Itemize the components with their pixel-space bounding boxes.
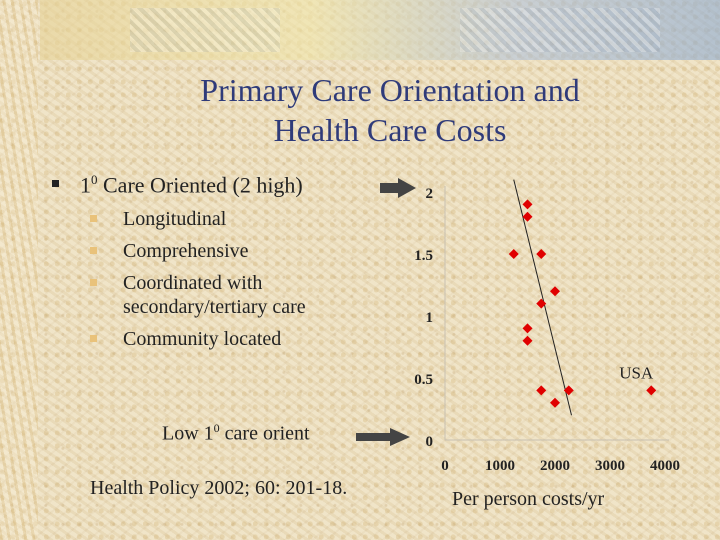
low-care-label: Low 10 care orient: [162, 421, 310, 446]
sub-bullet-item: Community located: [90, 327, 383, 351]
bullet-square-icon: [90, 335, 97, 342]
low-label-sup: 0: [213, 421, 220, 435]
bullet-square-icon: [90, 215, 97, 222]
low-label-pre: Low 1: [162, 422, 214, 445]
y-tick-label: 1: [426, 310, 434, 326]
sub-bullet-item: Coordinated with secondary/tertiary care: [90, 271, 383, 319]
bullet-square-icon: [52, 180, 59, 187]
sub-bullet-item: Comprehensive: [90, 239, 383, 263]
data-point: [508, 249, 519, 259]
main-bullet-sup: 0: [91, 172, 98, 187]
background-left-band: [0, 0, 38, 540]
y-tick-label: 0: [426, 434, 434, 450]
data-point: [563, 385, 574, 396]
data-point: [646, 385, 657, 396]
x-tick-label: 4000: [650, 458, 680, 474]
x-tick-label: 0: [441, 458, 449, 474]
background-top-band: [40, 0, 720, 60]
points-group: [508, 199, 657, 408]
title-line-1: Primary Care Orientation and: [200, 72, 580, 108]
trendline-group: [513, 179, 572, 416]
main-bullet-pre: 1: [80, 172, 91, 198]
x-tick-label: 2000: [540, 458, 570, 474]
y-tick-label: 1.5: [414, 248, 433, 264]
data-point: [550, 397, 560, 408]
data-point: [536, 298, 547, 309]
x-tick-label: 3000: [595, 458, 625, 474]
sub-bullet-text: Comprehensive: [123, 240, 249, 262]
trendline: [513, 179, 572, 416]
y-tick-label: 0.5: [414, 372, 433, 388]
data-point: [536, 249, 547, 259]
arrow-high-icon: [380, 178, 416, 198]
sub-bullet-list: Longitudinal Comprehensive Coordinated w…: [90, 207, 383, 361]
arrows-group: [356, 178, 416, 446]
sub-bullet-item: Longitudinal: [90, 207, 383, 231]
main-bullet-text: 10 Care Oriented (2 high): [80, 172, 303, 198]
ticks-group: 2 1.5 1 0.5 00 1000 2000 3000 4000: [414, 186, 680, 474]
title-line-2: Health Care Costs: [273, 112, 507, 148]
y-tick-label: 2: [426, 186, 434, 202]
data-point: [550, 286, 560, 297]
sub-bullet-text: Longitudinal: [123, 208, 227, 230]
data-point: [536, 385, 547, 396]
data-point: [522, 335, 533, 346]
source-citation: Health Policy 2002; 60: 201-18.: [90, 477, 348, 499]
annotation-label: USA: [619, 363, 654, 382]
sub-bullet-text: Coordinated with secondary/tertiary care: [123, 272, 306, 318]
main-bullet-post: Care Oriented (2 high): [97, 172, 303, 198]
bullet-square-icon: [90, 247, 97, 254]
x-tick-label: 1000: [485, 458, 515, 474]
page-title: Primary Care Orientation and Health Care…: [120, 70, 660, 150]
axes-group: [444, 186, 669, 441]
arrow-low-icon: [356, 428, 410, 446]
data-point: [522, 211, 533, 222]
data-point: [522, 323, 533, 334]
low-label-post: care orient: [219, 422, 310, 445]
sub-bullet-text: Community located: [123, 328, 282, 350]
bullet-square-icon: [90, 279, 97, 286]
x-axis-label: Per person costs/yr: [452, 488, 605, 510]
data-point: [522, 199, 533, 210]
annotations-group: USA: [619, 363, 654, 382]
